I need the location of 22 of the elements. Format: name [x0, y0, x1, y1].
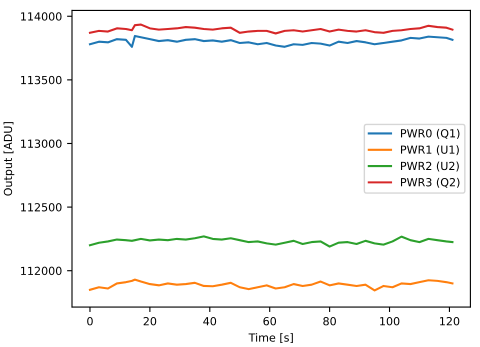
x-tick-label: 0 [87, 317, 93, 326]
y-tick-label: 114000 [21, 12, 62, 21]
line-series [88, 23, 454, 34]
line-series [88, 278, 454, 292]
x-tick-label: 120 [440, 317, 460, 326]
x-tick-label: 100 [380, 317, 400, 326]
line-series [88, 235, 454, 248]
legend-label: PWR0 (Q1) [400, 128, 460, 139]
line-series [88, 34, 454, 48]
y-tick-label: 113000 [21, 139, 62, 148]
x-tick-label: 20 [144, 317, 156, 326]
y-axis-title: Output [ADU] [4, 122, 14, 196]
legend-label: PWR2 (U2) [400, 162, 459, 172]
x-tick-label: 80 [323, 317, 336, 326]
x-tick-label: 40 [203, 317, 216, 326]
x-axis-title: Time [s] [248, 333, 293, 344]
y-tick-label: 112000 [21, 266, 62, 276]
y-tick-label: 113500 [21, 76, 62, 84]
legend-label: PWR1 (U1) [400, 145, 459, 156]
x-tick-label: 60 [263, 317, 276, 326]
y-tick-label: 112500 [21, 203, 62, 212]
legend-label: PWR3 (Q2) [400, 178, 460, 188]
